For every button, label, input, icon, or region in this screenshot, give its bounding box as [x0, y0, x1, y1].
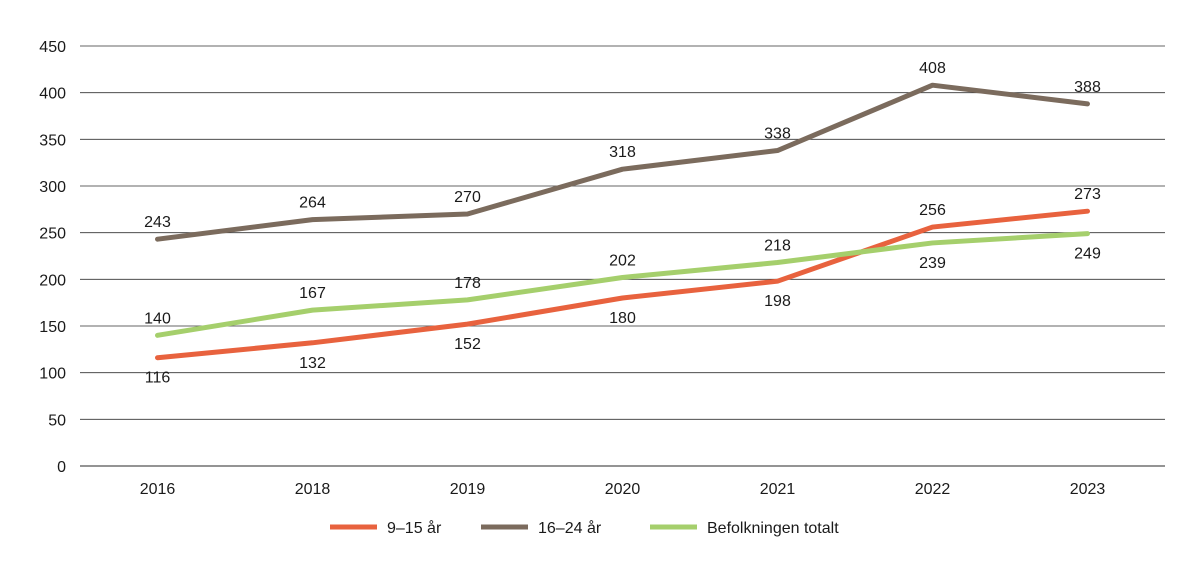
series-line — [155, 208, 1090, 361]
data-label: 239 — [919, 255, 946, 272]
x-tick-label: 2020 — [605, 481, 641, 498]
x-tick-label: 2021 — [760, 481, 796, 498]
data-label: 338 — [764, 126, 791, 143]
data-label: 318 — [609, 144, 636, 161]
x-tick-label: 2022 — [915, 481, 951, 498]
legend-label: Befolkningen totalt — [707, 520, 839, 537]
x-tick-label: 2016 — [140, 481, 176, 498]
y-tick-label: 0 — [57, 459, 66, 476]
y-tick-label: 300 — [39, 179, 66, 196]
data-label: 167 — [299, 285, 326, 302]
data-label: 256 — [919, 202, 946, 219]
data-label: 202 — [609, 252, 636, 269]
data-label: 270 — [454, 189, 481, 206]
x-tick-label: 2023 — [1070, 481, 1106, 498]
data-label: 116 — [145, 370, 171, 387]
data-label: 178 — [454, 275, 481, 292]
data-label: 218 — [764, 238, 791, 255]
series-line — [155, 82, 1090, 242]
legend-label: 16–24 år — [538, 519, 602, 537]
data-label: 408 — [919, 60, 946, 77]
data-label: 180 — [609, 310, 636, 327]
y-tick-label: 350 — [39, 132, 66, 149]
y-tick-label: 50 — [48, 412, 66, 429]
data-label: 243 — [144, 214, 171, 231]
legend-label: 9–15 år — [387, 519, 442, 537]
y-tick-label: 250 — [39, 226, 66, 243]
y-tick-label: 150 — [39, 319, 66, 336]
data-label: 388 — [1074, 79, 1101, 96]
data-label: 198 — [764, 293, 791, 310]
data-label: 152 — [454, 336, 481, 353]
y-tick-label: 400 — [39, 86, 66, 103]
y-tick-label: 450 — [39, 39, 66, 56]
data-label: 264 — [299, 195, 326, 212]
data-label: 140 — [144, 310, 171, 327]
x-tick-label: 2018 — [295, 481, 331, 498]
data-label: 249 — [1074, 246, 1101, 263]
data-label: 132 — [299, 355, 326, 372]
x-tick-label: 2019 — [450, 481, 486, 498]
y-tick-label: 100 — [39, 366, 66, 383]
data-label: 273 — [1074, 186, 1101, 203]
y-tick-label: 200 — [39, 272, 66, 289]
